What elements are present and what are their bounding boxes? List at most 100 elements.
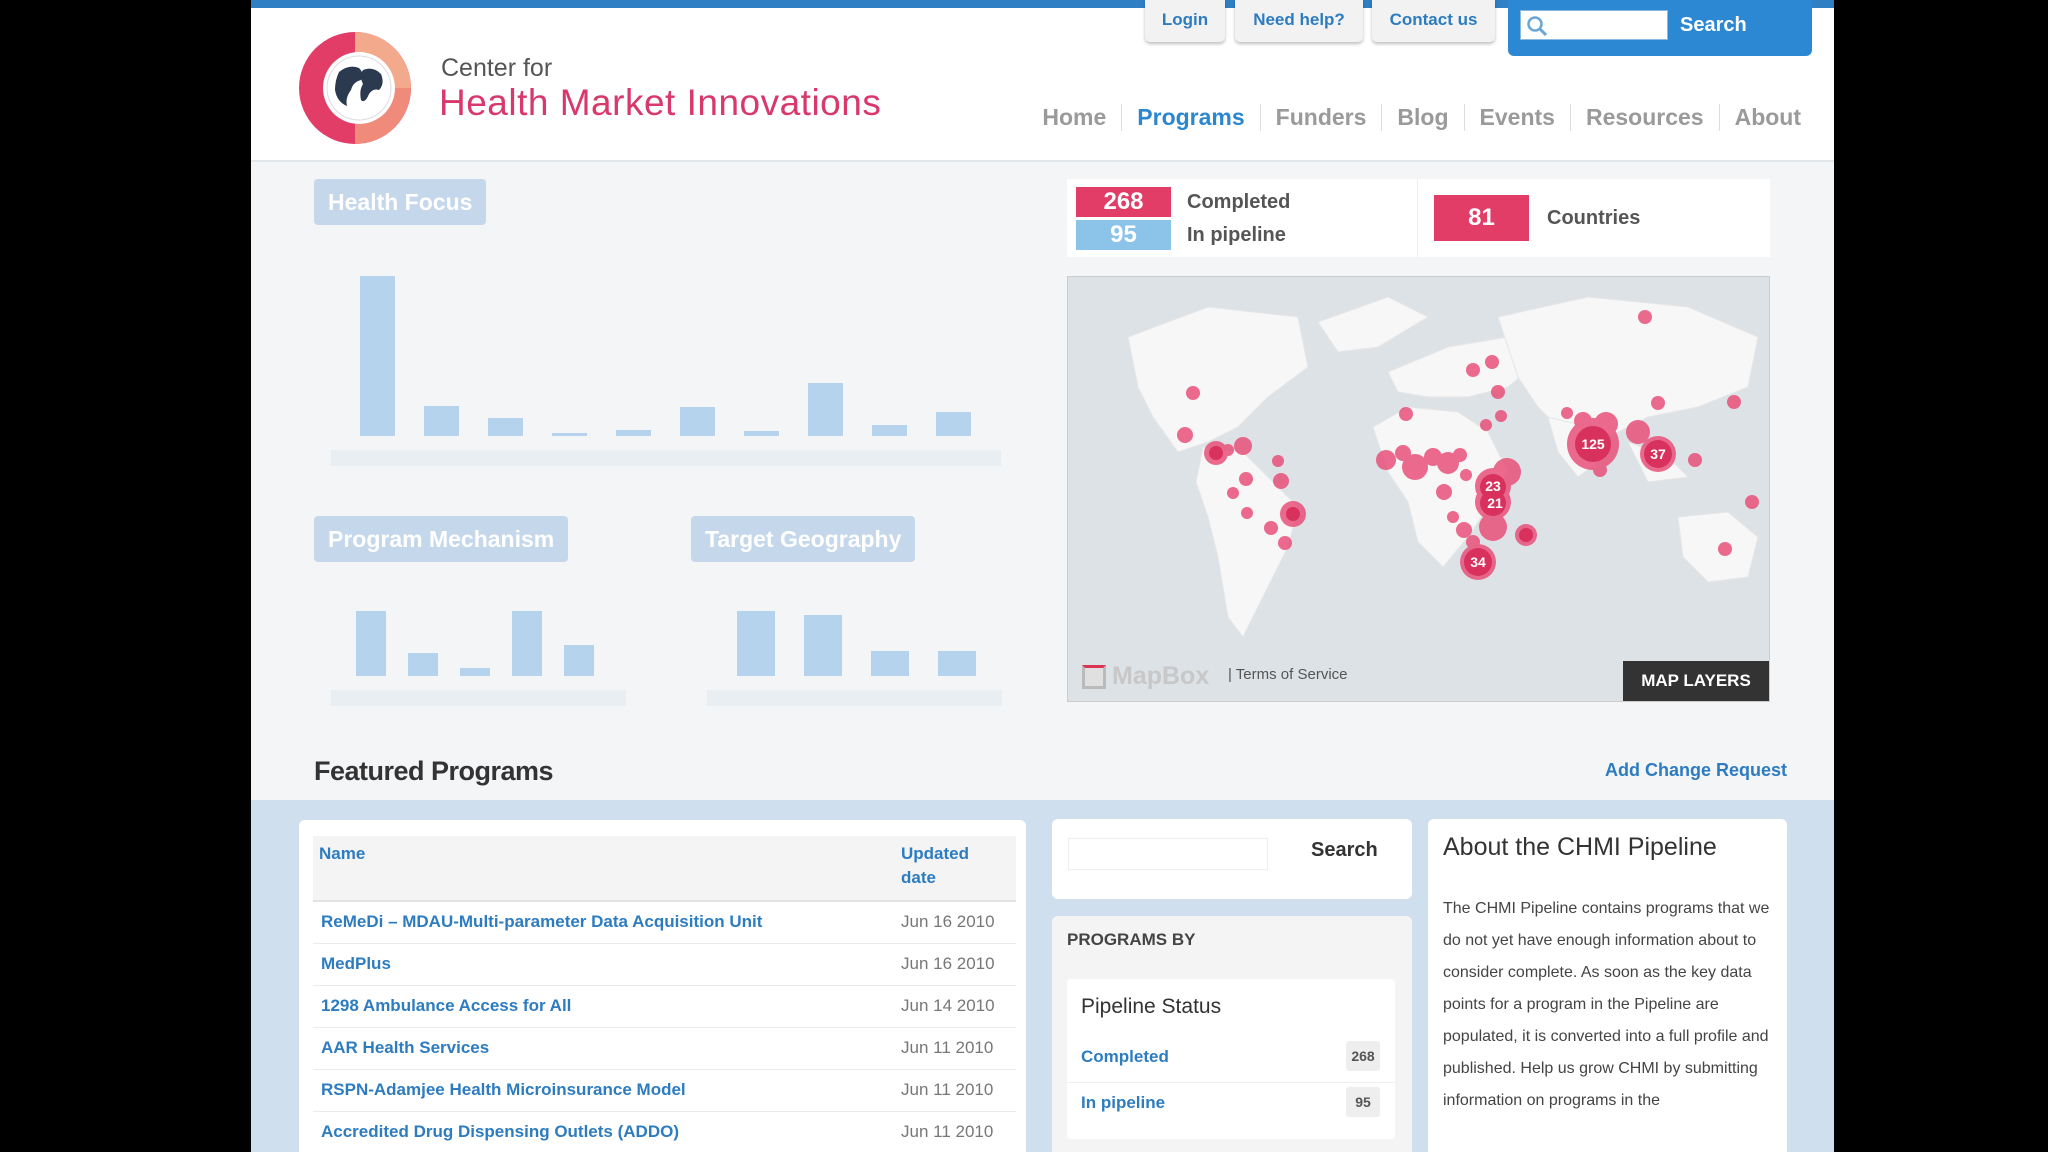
table-row[interactable]: 1298 Ambulance Access for All Jun 14 2010 — [313, 986, 1016, 1028]
map-cluster-21[interactable]: 21 — [1487, 495, 1503, 511]
updated-date: Jun 16 2010 — [901, 954, 995, 973]
status-completed-link[interactable]: Completed — [1081, 1047, 1169, 1066]
globe-logo-icon[interactable] — [299, 32, 411, 144]
nav-home[interactable]: Home — [1042, 104, 1107, 130]
table-row[interactable]: MedPlus Jun 16 2010 — [313, 944, 1016, 986]
pm-chart-bar[interactable] — [356, 611, 386, 676]
updated-date: Jun 11 2010 — [901, 1038, 994, 1057]
target-geography-shelf — [707, 690, 1002, 706]
countries-count: 81 — [1434, 195, 1529, 241]
status-pipeline-count: 95 — [1346, 1087, 1380, 1117]
program-search-button[interactable]: Search — [1311, 839, 1378, 861]
map-canvas — [1127, 296, 1759, 638]
hf-chart-bar[interactable] — [616, 430, 651, 436]
logo-text-small: Center for — [441, 54, 553, 82]
program-name-link[interactable]: AAR Health Services — [321, 1038, 490, 1057]
hf-chart-bar[interactable] — [424, 406, 459, 436]
nav-about[interactable]: About — [1718, 104, 1816, 131]
stats-panel: 268 95 Completed In pipeline 81 Countrie… — [1067, 179, 1770, 257]
table-row[interactable]: Accredited Drug Dispensing Outlets (ADDO… — [313, 1112, 1016, 1152]
pm-chart-bar[interactable] — [460, 668, 490, 676]
terms-of-service-link[interactable]: | Terms of Service — [1228, 666, 1348, 683]
status-pipeline-link[interactable]: In pipeline — [1081, 1093, 1166, 1112]
top-accent-bar — [251, 0, 1834, 8]
map-cluster-37[interactable]: 37 — [1650, 446, 1666, 462]
world-map[interactable]: 125 37 23 21 34 MapBox | Terms of Servic… — [1067, 276, 1770, 702]
updated-date: Jun 11 2010 — [901, 1080, 994, 1099]
about-pipeline-text: The CHMI Pipeline contains programs that… — [1443, 900, 1770, 1109]
tg-chart-bar[interactable] — [737, 611, 775, 676]
status-divider — [1067, 1082, 1395, 1083]
featured-programs-title: Featured Programs — [314, 756, 554, 786]
map-cluster-34[interactable]: 34 — [1470, 554, 1486, 570]
pipeline-status-title: Pipeline Status — [1081, 995, 1222, 1018]
header-search-button[interactable]: Search — [1680, 14, 1747, 36]
programs-by-title: PROGRAMS BY — [1067, 930, 1196, 949]
nav-programs[interactable]: Programs — [1121, 104, 1259, 131]
updated-date: Jun 11 2010 — [901, 1122, 994, 1141]
table-row[interactable]: RSPN-Adamjee Health Microinsurance Model… — [313, 1070, 1016, 1112]
about-pipeline-card: About the CHMI Pipeline The CHMI Pipelin… — [1428, 819, 1787, 1152]
health-focus-shelf — [331, 450, 1001, 466]
program-search-card: Search — [1052, 819, 1412, 899]
nav-events[interactable]: Events — [1463, 104, 1570, 131]
updated-date: Jun 16 2010 — [901, 912, 995, 931]
program-name-link[interactable]: 1298 Ambulance Access for All — [321, 996, 572, 1015]
help-link[interactable]: Need help? — [1235, 0, 1363, 42]
hf-chart-bar[interactable] — [488, 418, 523, 436]
tg-chart-bar[interactable] — [804, 615, 842, 676]
hf-chart-bar[interactable] — [936, 412, 971, 436]
featured-programs-table: Name Updated date ReMeDi – MDAU-Multi-pa… — [299, 820, 1026, 1152]
hf-chart-bar[interactable] — [680, 407, 715, 436]
hf-chart-bar[interactable] — [552, 433, 587, 436]
add-change-request-link[interactable]: Add Change Request — [1604, 760, 1787, 780]
about-pipeline-title: About the CHMI Pipeline — [1443, 833, 1717, 861]
program-mechanism-label[interactable]: Program Mechanism — [314, 516, 569, 562]
completed-label[interactable]: Completed — [1187, 191, 1291, 213]
map-cluster-23[interactable]: 23 — [1485, 478, 1501, 494]
mapbox-cube-icon — [1082, 665, 1106, 690]
pm-chart-bar[interactable] — [512, 611, 542, 676]
program-search-input[interactable] — [1068, 838, 1268, 870]
login-link[interactable]: Login — [1145, 0, 1225, 42]
nav-resources[interactable]: Resources — [1569, 104, 1719, 131]
pm-chart-bar[interactable] — [408, 653, 438, 676]
column-name-header[interactable]: Name — [319, 844, 366, 863]
countries-label[interactable]: Countries — [1547, 207, 1641, 229]
pm-chart-bar[interactable] — [564, 645, 594, 676]
completed-count: 268 — [1076, 187, 1171, 217]
logo-text-large: Health Market Innovations — [439, 82, 882, 123]
mapbox-logo[interactable]: MapBox — [1082, 662, 1209, 691]
map-markers — [1177, 310, 1759, 580]
search-icon — [1527, 16, 1548, 37]
hf-chart-bar[interactable] — [872, 425, 907, 436]
program-name-link[interactable]: MedPlus — [321, 954, 391, 973]
tg-chart-bar[interactable] — [938, 651, 976, 676]
nav-funders[interactable]: Funders — [1259, 104, 1382, 131]
header-search-input[interactable] — [1520, 10, 1668, 40]
featured-bar — [251, 740, 1834, 800]
hf-chart-bar[interactable] — [808, 383, 843, 436]
hf-chart-bar[interactable] — [744, 431, 779, 436]
table-header: Name Updated date — [313, 836, 1016, 902]
health-focus-label[interactable]: Health Focus — [314, 179, 487, 225]
map-layers-button[interactable]: MAP LAYERS — [1623, 661, 1769, 701]
pipeline-count: 95 — [1076, 220, 1171, 250]
pipeline-status-box: Pipeline Status Completed 268 In pipelin… — [1067, 979, 1395, 1139]
table-row[interactable]: ReMeDi – MDAU-Multi-parameter Data Acqui… — [313, 902, 1016, 944]
map-cluster-125[interactable]: 125 — [1581, 436, 1605, 452]
status-completed-count: 268 — [1346, 1041, 1380, 1071]
nav-blog[interactable]: Blog — [1381, 104, 1463, 131]
table-row[interactable]: AAR Health Services Jun 11 2010 — [313, 1028, 1016, 1070]
contact-link[interactable]: Contact us — [1372, 0, 1495, 42]
pipeline-label[interactable]: In pipeline — [1187, 224, 1286, 246]
program-name-link[interactable]: ReMeDi – MDAU-Multi-parameter Data Acqui… — [321, 912, 763, 931]
hf-chart-bar[interactable] — [360, 276, 395, 436]
updated-date: Jun 14 2010 — [901, 996, 995, 1015]
target-geography-label[interactable]: Target Geography — [691, 516, 916, 562]
program-name-link[interactable]: RSPN-Adamjee Health Microinsurance Model — [321, 1080, 686, 1099]
program-mechanism-shelf — [331, 690, 626, 706]
program-name-link[interactable]: Accredited Drug Dispensing Outlets (ADDO… — [321, 1122, 679, 1141]
tg-chart-bar[interactable] — [871, 651, 909, 676]
column-updated-header[interactable]: Updated date — [901, 844, 969, 887]
